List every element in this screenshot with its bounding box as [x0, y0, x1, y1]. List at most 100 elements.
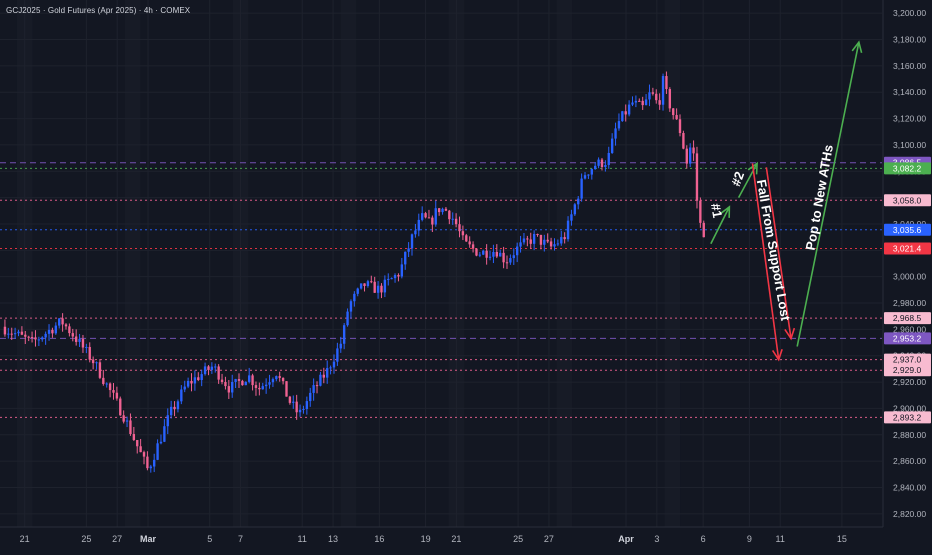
time-axis: 21 25 27 Mar 5 7 11 13 16 19 21 25 27 Apr 3 6 9 11 15 [0, 526, 883, 544]
candle-body [231, 381, 234, 393]
candle-body [180, 389, 183, 402]
candle-body [393, 275, 397, 279]
candle-body [193, 377, 197, 384]
candle-body [488, 256, 492, 258]
projection-arrow [765, 167, 792, 339]
candle-body [237, 379, 241, 381]
candle-body [142, 452, 146, 457]
candle-body [153, 459, 156, 467]
candle-body [509, 258, 512, 263]
price-axis: 2,820.00 2,840.00 2,860.00 2,880.00 2,900.00… [882, 0, 932, 550]
time-tick-label: 11 [776, 534, 785, 544]
price-badge-label: 2,929.0 [893, 365, 922, 375]
time-tick-label: 27 [544, 534, 554, 544]
candle-body [159, 441, 163, 444]
candle-body [407, 248, 410, 252]
candle-body [668, 89, 672, 109]
candle-body [81, 338, 85, 348]
candle-body [78, 338, 81, 342]
arrow-head [771, 348, 783, 362]
candle-body [339, 343, 342, 349]
candle-body [288, 396, 292, 403]
candle-body [563, 237, 566, 240]
candle-body [607, 152, 610, 165]
projection-arrows [710, 40, 863, 362]
candle-body [454, 218, 458, 225]
candle-body [163, 426, 166, 442]
price-badge-label: 2,937.0 [893, 355, 922, 365]
candle-body [139, 446, 142, 453]
candle-body [580, 178, 583, 199]
price-badge-label: 3,035.6 [893, 225, 922, 235]
price-tick-label: 2,840.00 [893, 482, 926, 492]
candle-body [210, 366, 214, 370]
time-tick-label: 9 [747, 534, 752, 544]
candle-body [285, 381, 288, 397]
price-badge [884, 312, 931, 325]
time-tick-label: 27 [112, 534, 122, 544]
time-tick-label: 19 [421, 534, 431, 544]
candle-body [326, 368, 329, 378]
candle-body [173, 406, 176, 410]
candle-body [529, 239, 532, 244]
candle-body [522, 238, 526, 243]
candle-body [197, 377, 200, 381]
candle-body [553, 244, 556, 247]
candle-body [47, 329, 51, 334]
candle-body [102, 377, 105, 384]
candle-body [136, 440, 139, 447]
candle-body [499, 252, 502, 257]
candle-body [190, 380, 193, 384]
candle-body [359, 283, 363, 289]
candle-body [532, 233, 536, 244]
candle-body [122, 415, 125, 422]
candle-body [264, 384, 268, 387]
candle-body [258, 387, 261, 390]
candle-body [661, 76, 665, 105]
candle-body [183, 386, 186, 390]
time-tick-label: 16 [374, 534, 384, 544]
candle-body [292, 401, 295, 403]
candle-body [98, 362, 102, 378]
candle-body [220, 379, 224, 383]
candle-body [678, 119, 682, 133]
candle-body [688, 147, 692, 164]
time-tick-label: 21 [451, 534, 461, 544]
candle-body [427, 217, 431, 219]
candle-body [644, 99, 648, 106]
candle-body [573, 204, 577, 215]
arrow-head [851, 40, 863, 54]
candle-body [227, 386, 231, 393]
candle-body [346, 311, 349, 326]
candle-body [549, 241, 553, 247]
candle-body [268, 382, 271, 385]
candle-body [685, 148, 688, 164]
price-tick-label: 2,820.00 [893, 509, 926, 519]
candle-body [512, 255, 515, 259]
candle-body [655, 93, 658, 101]
candle-body [651, 92, 655, 94]
candle-body [570, 214, 573, 221]
candle-body [51, 329, 54, 334]
candle-body [621, 111, 624, 122]
candle-body [366, 281, 370, 287]
candle-body [61, 318, 64, 325]
candle-body [353, 293, 356, 302]
candle-body [146, 456, 149, 469]
candle-body [634, 100, 638, 103]
candle-body [404, 251, 407, 265]
candle-body [682, 132, 685, 149]
candle-body [244, 381, 247, 386]
candle-body [539, 234, 543, 245]
candle-body [410, 234, 414, 249]
candle-body [112, 390, 115, 393]
candle-body [281, 377, 285, 382]
price-tick-label: 2,880.00 [893, 430, 926, 440]
candle-body [30, 337, 34, 339]
candle-body [587, 174, 590, 176]
candle-body [672, 108, 675, 116]
candle-body [675, 115, 678, 120]
candle-body [560, 237, 563, 244]
